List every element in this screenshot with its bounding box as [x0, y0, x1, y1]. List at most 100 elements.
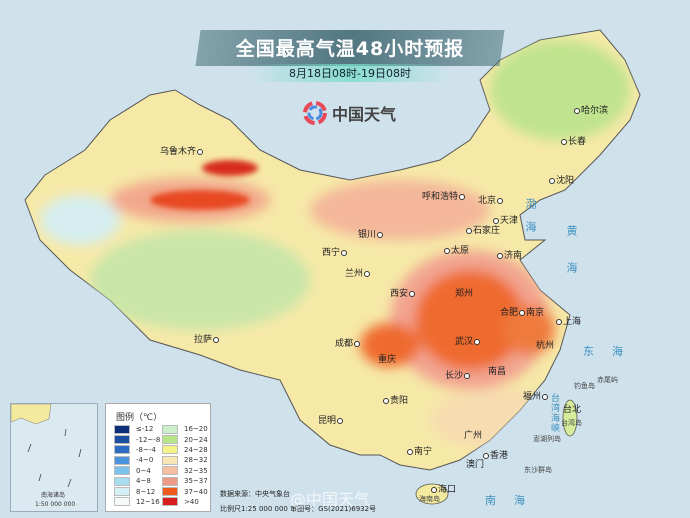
- legend-swatch: [114, 476, 130, 486]
- city-label: 武汉: [455, 334, 481, 347]
- city-label: 福州: [523, 389, 549, 402]
- legend-label: 0~4: [136, 466, 151, 475]
- legend-label: -8~-4: [136, 445, 156, 454]
- legend-item: 8~12: [114, 486, 160, 497]
- city-label: 上海: [555, 314, 581, 327]
- city-label: 西宁: [322, 245, 348, 258]
- city-label: 海口: [430, 482, 456, 495]
- inset-scale: 1:50 000 000: [35, 501, 76, 508]
- city-label: 太原: [443, 243, 469, 256]
- legend-swatch: [162, 487, 178, 497]
- city-label: 杭州: [536, 341, 555, 351]
- legend-label: ≤-12: [136, 425, 154, 434]
- legend-swatch: [114, 497, 130, 507]
- legend-swatch: [114, 487, 130, 497]
- legend-label: 35~37: [184, 477, 208, 486]
- legend-label: 20~24: [184, 435, 208, 444]
- legend-swatch: [114, 424, 130, 434]
- taiwan-island: [562, 399, 578, 437]
- legend-item: 20~24: [162, 434, 208, 445]
- city-label: 成都: [335, 336, 361, 349]
- city-label: 济南: [496, 248, 522, 261]
- legend-label: 16~20: [184, 425, 208, 434]
- city-label: 兰州: [345, 266, 371, 279]
- legend-swatch: [114, 455, 130, 465]
- city-label: 哈尔滨: [573, 103, 608, 116]
- legend-label: 28~32: [184, 456, 208, 465]
- city-label: 合肥: [500, 305, 526, 318]
- legend-item: 4~8: [114, 476, 160, 486]
- sea-label-strait: 台湾海峡: [549, 393, 559, 433]
- legend-item: -8~-4: [114, 445, 160, 455]
- sea-label-huanghai: 黄海: [565, 225, 578, 299]
- legend-label: 8~12: [136, 487, 156, 496]
- city-label: 贵阳: [382, 393, 408, 406]
- place-label: 赤尾屿: [597, 376, 618, 384]
- legend-item: 0~4: [114, 466, 160, 476]
- city-label: 广州: [464, 431, 483, 441]
- legend-label: 24~28: [184, 445, 208, 454]
- inset-map: [10, 403, 82, 488]
- city-label: 南京: [526, 308, 545, 318]
- logo-swirl-icon: [303, 101, 327, 125]
- legend-item: 37~40: [162, 486, 208, 497]
- city-label: 昆明: [318, 413, 344, 426]
- legend-item: -12~-8: [114, 434, 161, 445]
- legend-item: 16~20: [162, 424, 208, 434]
- sea-label-nanhai: 南海: [485, 494, 543, 507]
- legend-title: 图例（℃）: [116, 413, 163, 423]
- legend-item: -4~0: [114, 455, 160, 465]
- city-label: 南宁: [406, 444, 432, 457]
- legend-swatch: [162, 476, 178, 486]
- city-label: 重庆: [378, 355, 397, 365]
- legend-label: >40: [184, 497, 199, 506]
- temperature-fill: [40, 40, 630, 450]
- city-label: 台北: [563, 405, 582, 415]
- city-label: 石家庄: [465, 223, 500, 236]
- south-china-sea-inset: 南海诸岛 1:50 000 000: [10, 403, 98, 512]
- city-label: 沈阳: [548, 173, 574, 186]
- place-label: 台湾岛: [561, 419, 582, 427]
- legend-swatch: [114, 466, 130, 476]
- legend-swatch: [114, 435, 130, 445]
- sea-label-bohai: 渤海: [524, 198, 537, 244]
- legend-label: 37~40: [184, 487, 208, 496]
- city-label: 银川: [358, 227, 384, 240]
- city-label: 乌鲁木齐: [160, 144, 204, 157]
- logo: 中国天气: [302, 100, 396, 126]
- subtitle-bar: [250, 64, 450, 82]
- legend-swatch: [162, 466, 178, 476]
- subtitle: 8月18日08时-19日08时: [289, 67, 411, 80]
- city-label: 长沙: [445, 368, 471, 381]
- legend-swatch: [114, 445, 130, 455]
- map-scale: 比例尺1:25 000 000 审图号：GS(2021)6932号: [220, 505, 377, 513]
- legend-swatch: [162, 435, 178, 445]
- legend-item: 28~32: [162, 455, 208, 465]
- place-label: 澎湖列岛: [533, 435, 561, 443]
- place-label: 海南岛: [419, 495, 440, 503]
- sea-label-donghai: 东海: [583, 345, 641, 358]
- city-label: 北京: [478, 193, 504, 206]
- legend-swatch: [162, 445, 178, 455]
- logo-text: 中国天气: [332, 105, 397, 124]
- legend-swatch: [162, 424, 178, 434]
- city-label: 呼和浩特: [422, 189, 466, 202]
- city-label: 南昌: [488, 367, 507, 377]
- legend-label: -12~-8: [136, 435, 161, 444]
- legend-label: -4~0: [136, 456, 154, 465]
- legend-label: 32~35: [184, 466, 208, 475]
- legend-item: ≤-12: [114, 424, 160, 434]
- inset-label: 南海诸岛: [41, 492, 66, 499]
- data-source: 数据来源：中央气象台: [220, 490, 290, 498]
- city-label: 郑州: [455, 289, 474, 299]
- legend-swatch: [162, 455, 178, 465]
- legend-item: 32~35: [162, 466, 208, 476]
- legend-item: 12~16: [114, 497, 160, 507]
- legend-label: 4~8: [136, 477, 151, 486]
- page-title: 全国最高气温48小时预报: [235, 38, 465, 60]
- legend-item: >40: [162, 497, 208, 507]
- legend-label: 12~16: [136, 497, 160, 506]
- legend: 图例（℃） ≤-12 -12~-8 -8~-4 -4~0 0~4 4~8 8~12 12~16…: [105, 403, 211, 512]
- hainan-island: [415, 483, 449, 505]
- city-label: 天津: [492, 213, 518, 226]
